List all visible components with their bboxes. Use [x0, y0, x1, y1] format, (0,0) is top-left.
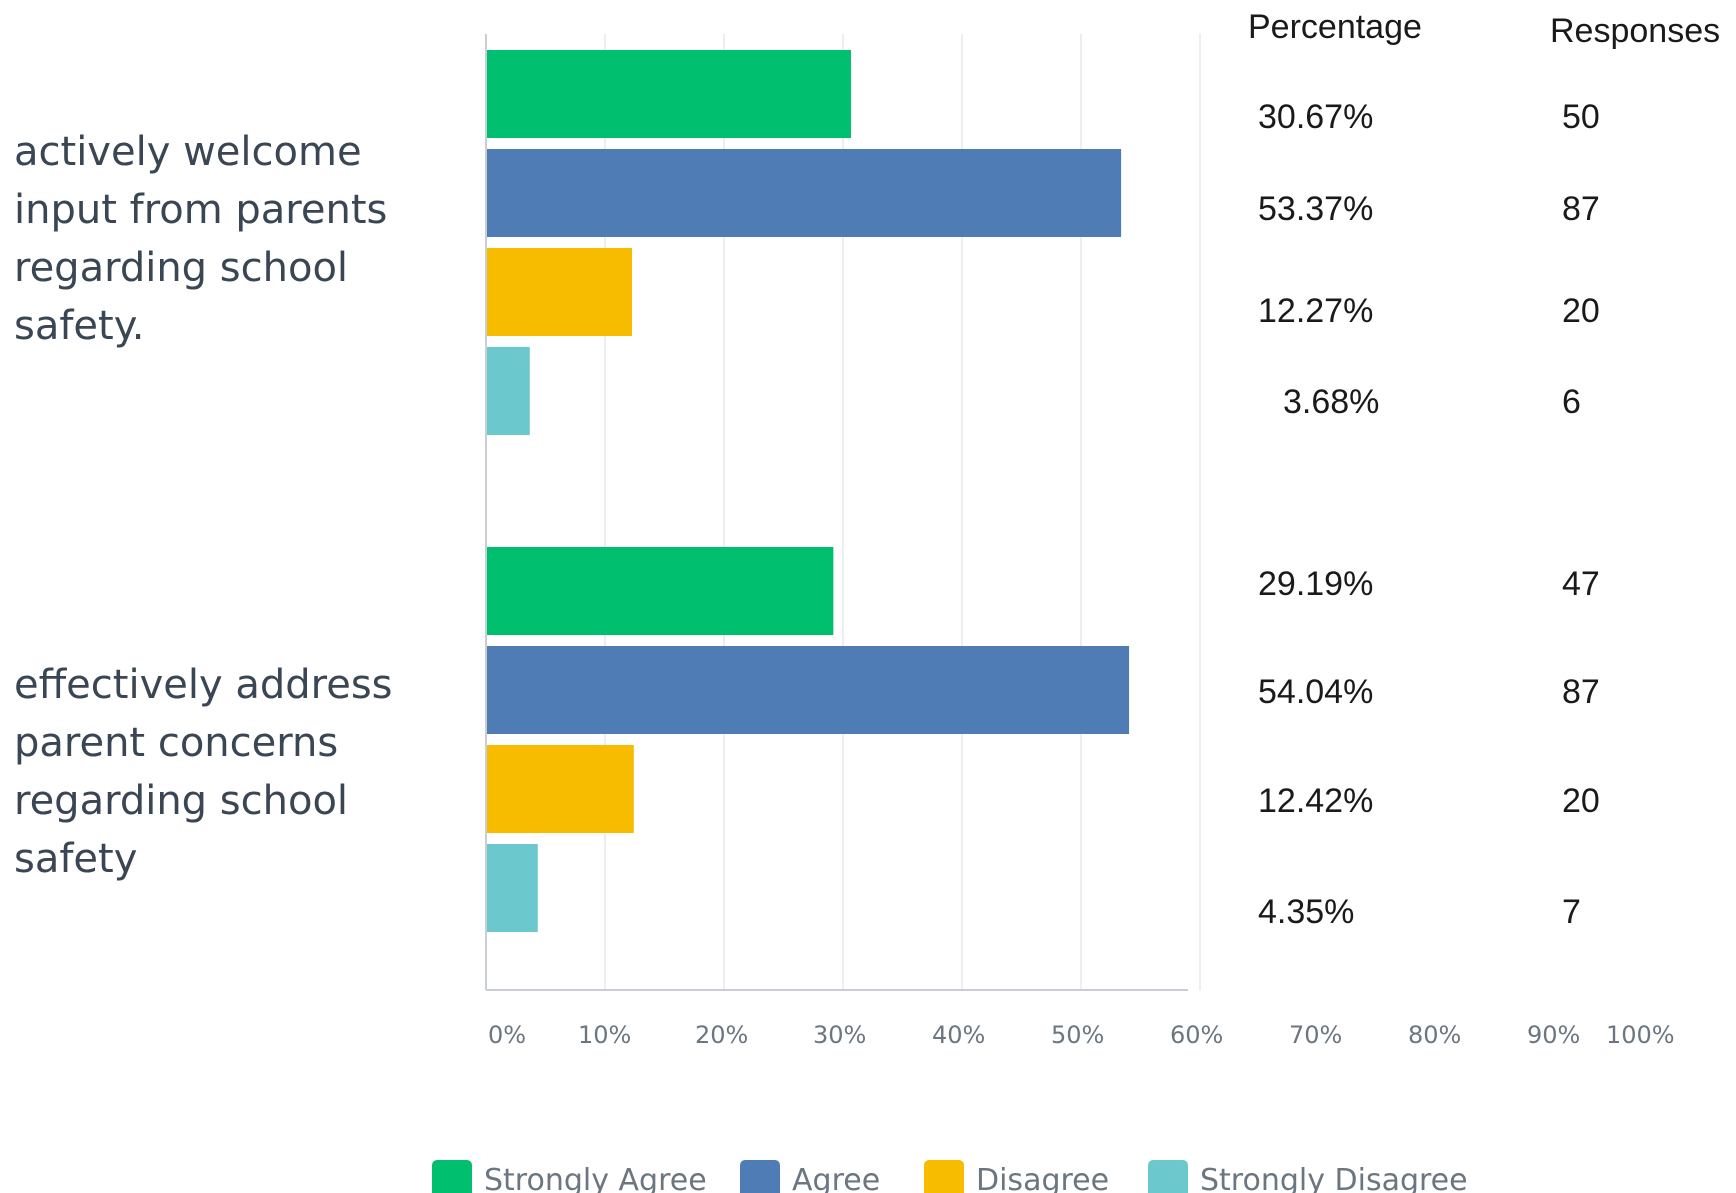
legend-swatch [1148, 1160, 1188, 1193]
x-tick-label: 40% [932, 1021, 985, 1049]
bar-agree [486, 149, 1122, 237]
responses-value: 47 [1562, 565, 1600, 603]
bar-disagree [486, 745, 634, 833]
bar-strongly-agree [486, 50, 851, 138]
x-tick-label: 10% [578, 1021, 631, 1049]
legend: Strongly Agree Agree Disagree Strongly Disa… [432, 1160, 1468, 1193]
legend-swatch [924, 1160, 964, 1193]
x-tick-label: 70% [1289, 1021, 1342, 1049]
x-tick-label: 60% [1170, 1021, 1223, 1049]
legend-swatch [740, 1160, 780, 1193]
percentage-header: Percentage [1248, 8, 1422, 46]
responses-value: 50 [1562, 98, 1600, 136]
percentage-value: 30.67% [1258, 98, 1373, 136]
percentage-value: 12.42% [1258, 782, 1373, 820]
x-tick-label: 50% [1051, 1021, 1104, 1049]
responses-value: 87 [1562, 673, 1600, 711]
x-tick-label: 90% [1527, 1021, 1580, 1049]
x-tick-labels: 0% 10% 20% 30% 40% 50% 60% 70% 80% 90% 100% [488, 1021, 1675, 1049]
legend-label: Agree [792, 1163, 880, 1193]
bar-strongly-disagree [486, 347, 530, 435]
category-label-line: regarding school [14, 245, 348, 291]
legend-label: Strongly Disagree [1200, 1163, 1468, 1193]
responses-value: 7 [1562, 893, 1581, 931]
responses-value: 6 [1562, 383, 1581, 421]
x-tick-label: 30% [813, 1021, 866, 1049]
bar-disagree [486, 248, 633, 336]
bars [486, 50, 1130, 932]
percentage-value: 3.68% [1283, 383, 1379, 421]
x-tick-label: 20% [695, 1021, 748, 1049]
bar-strongly-agree [486, 547, 834, 635]
category-label-line: safety [14, 836, 137, 882]
percentage-value: 29.19% [1258, 565, 1373, 603]
percentage-value: 53.37% [1258, 190, 1373, 228]
category-labels: actively welcome input from parents regard… [14, 129, 393, 882]
responses-value: 20 [1562, 292, 1600, 330]
bar-agree [486, 646, 1130, 734]
category-label-line: effectively address [14, 662, 393, 708]
category-label-line: regarding school [14, 778, 348, 824]
legend-label: Disagree [976, 1163, 1109, 1193]
value-table: Percentage Responses 30.67% 50 29.19% 47 53.… [1248, 8, 1720, 931]
responses-value: 87 [1562, 190, 1600, 228]
category-label-line: safety. [14, 303, 144, 349]
percentage-value: 54.04% [1258, 673, 1373, 711]
category-label-line: actively welcome [14, 129, 362, 175]
category-label-line: parent concerns [14, 720, 338, 766]
legend-swatch [432, 1160, 472, 1193]
axes [485, 34, 1188, 991]
category-label-line: input from parents [14, 187, 387, 233]
bar-strongly-disagree [486, 844, 538, 932]
x-tick-label: 80% [1408, 1021, 1461, 1049]
percentage-value: 4.35% [1258, 893, 1354, 931]
legend-label: Strongly Agree [484, 1163, 707, 1193]
x-tick-label: 0% [488, 1021, 526, 1049]
percentage-value: 12.27% [1258, 292, 1373, 330]
responses-value: 20 [1562, 782, 1600, 820]
x-tick-label: 100% [1606, 1021, 1675, 1049]
responses-header: Responses [1550, 12, 1720, 50]
